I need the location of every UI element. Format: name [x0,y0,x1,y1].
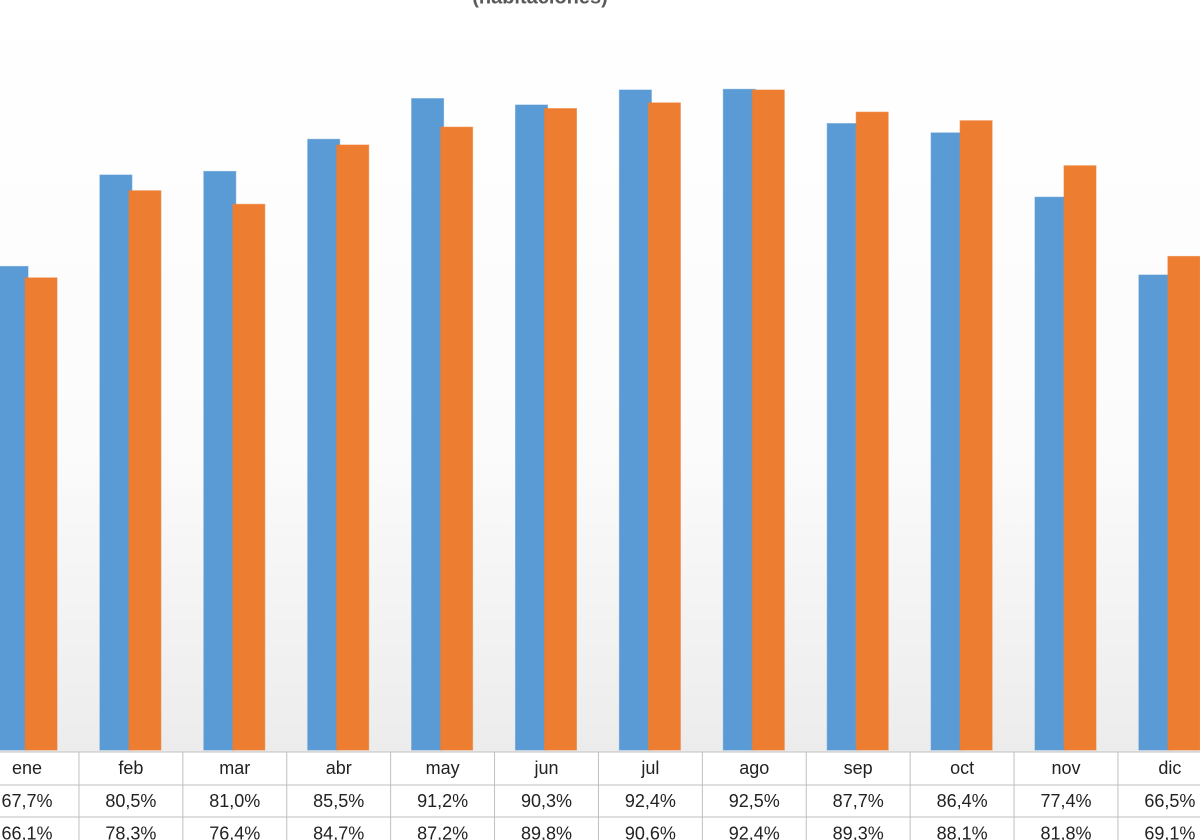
bar [647,102,681,751]
table-cell: 92,4% [729,823,780,840]
table-cell: 84,7% [313,823,364,840]
table-cell: 66,5% [1144,791,1195,811]
table-cell: 76,4% [209,823,260,840]
table-cell: 87,2% [417,823,468,840]
table-header: jun [533,758,558,778]
table-cell: 90,6% [625,823,676,840]
table-cell: 86,4% [937,791,988,811]
bar [440,126,474,751]
bar [826,123,860,751]
table-header: sep [844,758,873,778]
table-cell: 77,4% [1040,791,1091,811]
bar [336,144,370,751]
bar [203,170,237,751]
table-header: ene [12,758,42,778]
bar [515,104,548,751]
table-cell: 92,5% [729,791,780,811]
table-header: mar [219,758,250,778]
table-cell: 88,1% [937,823,988,840]
bar [99,174,133,751]
table-cell: 81,8% [1040,823,1091,840]
table-cell: 78,3% [105,823,156,840]
bar [618,89,652,751]
bar [0,265,29,751]
table-cell: 90,3% [521,791,572,811]
bar [1138,274,1172,751]
bar [855,111,889,751]
table-header: dic [1158,758,1181,778]
bar [1063,165,1097,751]
table-header: feb [118,758,143,778]
bar [959,120,993,751]
bar [1167,255,1200,751]
bar [751,89,785,751]
table-cell: 89,3% [833,823,884,840]
table-cell: 67,7% [1,791,52,811]
table-header: may [426,758,460,778]
table-cell: 66,1% [1,823,52,840]
bar [128,190,162,751]
table-header: ago [739,758,769,778]
bar [307,138,341,751]
bar [930,132,964,751]
table-cell: 80,5% [105,791,156,811]
table-cell: 81,0% [209,791,260,811]
table-header: nov [1051,758,1080,778]
table-cell: 85,5% [313,791,364,811]
table-header: jul [640,758,659,778]
plot-background [0,0,1200,752]
chart-title: (habitaciones) [472,0,608,8]
table-cell: 87,7% [833,791,884,811]
bar [24,277,58,751]
bar [232,203,266,751]
table-cell: 91,2% [417,791,468,811]
table-cell: 89,8% [521,823,572,840]
table-cell: 69,1% [1144,823,1195,840]
bar [1034,196,1068,751]
bar [722,88,756,751]
bar [411,98,445,751]
table-cell: 92,4% [625,791,676,811]
table-header: abr [326,758,352,778]
table-header: oct [950,758,974,778]
bar [544,108,577,751]
